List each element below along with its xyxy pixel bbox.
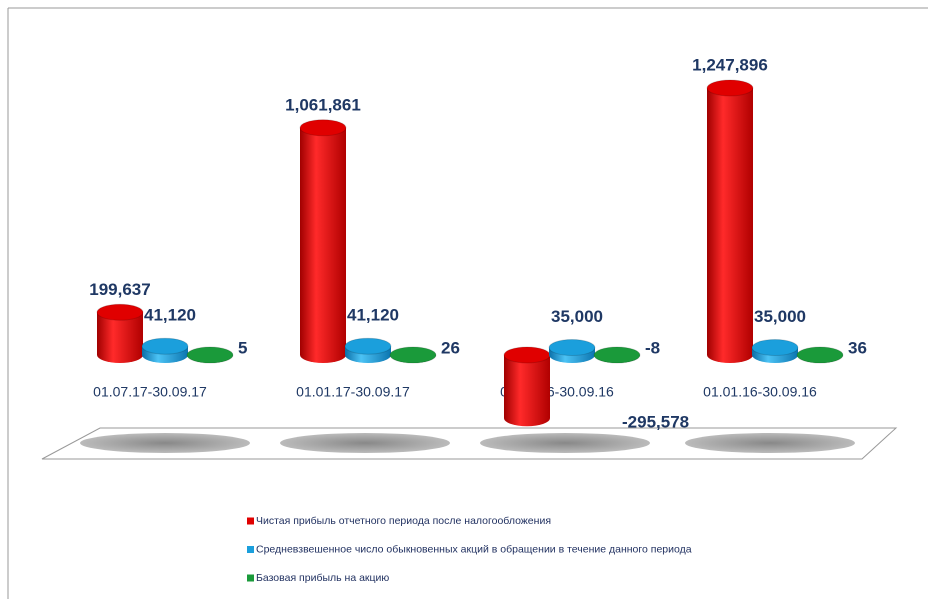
data-label: 199,637 bbox=[89, 280, 150, 299]
cylinder-top bbox=[548, 339, 596, 357]
data-label: 5 bbox=[238, 338, 247, 357]
bar bbox=[389, 346, 437, 364]
data-label: 35,000 bbox=[551, 307, 603, 326]
data-label: -295,578 bbox=[622, 413, 689, 432]
legend-swatch bbox=[247, 546, 254, 553]
bar bbox=[141, 337, 189, 363]
bar bbox=[751, 339, 799, 363]
cylinder-top bbox=[96, 303, 144, 321]
cylinder-body bbox=[504, 355, 550, 427]
x-tick-label: 01.01.17-30.09.17 bbox=[296, 384, 410, 400]
legend-swatch bbox=[247, 574, 254, 582]
cylinder-top bbox=[344, 337, 392, 355]
cylinder-top bbox=[141, 337, 189, 355]
cylinder-top bbox=[186, 346, 234, 364]
floor bbox=[41, 427, 898, 460]
data-label: 26 bbox=[441, 338, 460, 357]
legend-label: Средневзвешенное число обыкновенных акци… bbox=[256, 543, 692, 555]
bar bbox=[186, 346, 234, 364]
cylinder-top bbox=[593, 346, 641, 364]
floor-shadows bbox=[80, 433, 855, 453]
data-label: 1,061,861 bbox=[285, 95, 361, 114]
cylinder-body bbox=[97, 312, 143, 363]
data-label: -8 bbox=[645, 338, 660, 357]
bar bbox=[344, 337, 392, 363]
cylinder-top bbox=[299, 119, 347, 137]
bar bbox=[548, 339, 596, 363]
bar bbox=[593, 346, 641, 364]
data-label: 35,000 bbox=[754, 307, 806, 326]
cylinder-top bbox=[706, 79, 754, 97]
data-label: 41,120 bbox=[347, 306, 399, 325]
legend: Чистая прибыль отчетного периода после н… bbox=[247, 515, 692, 584]
x-tick-label: 01.07.17-30.09.17 bbox=[93, 384, 207, 400]
cylinder-top bbox=[796, 346, 844, 364]
bar bbox=[503, 346, 551, 427]
bar bbox=[796, 346, 844, 364]
cylinder-body bbox=[300, 127, 346, 363]
legend-swatch bbox=[247, 517, 254, 525]
data-label: 1,247,896 bbox=[692, 55, 768, 74]
bar bbox=[299, 119, 347, 363]
cylinder-top bbox=[503, 346, 551, 364]
cylinder-top bbox=[751, 339, 799, 357]
bar bbox=[96, 303, 144, 363]
bar bbox=[706, 79, 754, 363]
plot: 01.07.17-30.09.17 01.01.17-30.09.17 01.07.… bbox=[89, 55, 867, 431]
legend-label: Чистая прибыль отчетного периода после н… bbox=[256, 515, 551, 527]
data-label: 41,120 bbox=[144, 306, 196, 325]
cylinder-top bbox=[389, 346, 437, 364]
cylinder-body bbox=[707, 88, 753, 363]
data-label: 36 bbox=[848, 338, 867, 357]
x-tick-label: 01.01.16-30.09.16 bbox=[703, 384, 817, 400]
legend-label: Базовая прибыль на акцию bbox=[256, 572, 389, 584]
